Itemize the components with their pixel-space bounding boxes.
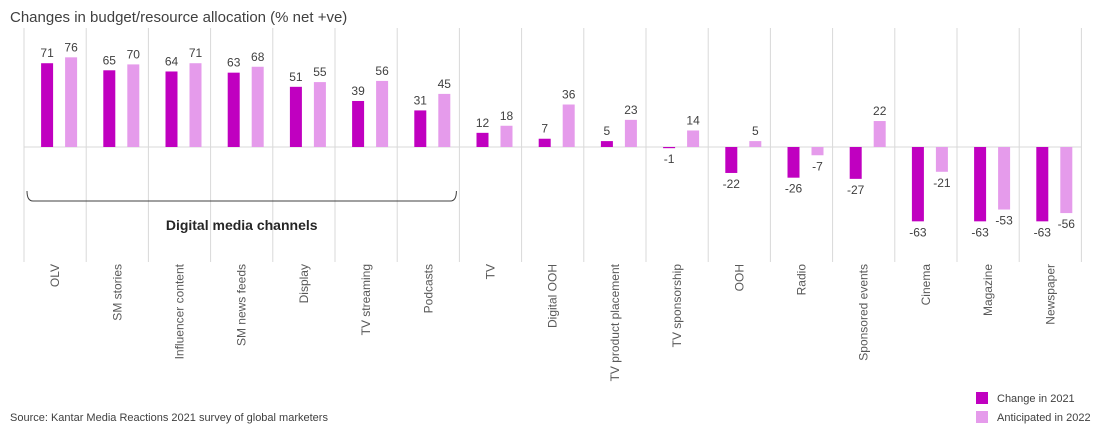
bracket-line xyxy=(26,190,457,202)
bar-podcasts-anticipated-in-2022 xyxy=(438,93,451,147)
bar-sm-news-feeds-anticipated-in-2022 xyxy=(251,66,264,147)
bar-newspaper-anticipated-in-2022 xyxy=(1060,147,1073,214)
bar-tv-anticipated-in-2022 xyxy=(500,125,513,147)
data-label-radio-anticipated-in-2022: -7 xyxy=(812,159,823,173)
category-label-tv: TV xyxy=(484,264,498,279)
bar-sponsored-events-anticipated-in-2022 xyxy=(873,121,886,147)
category-label-digital-ooh: Digital OOH xyxy=(546,264,560,328)
bar-tv-sponsorship-change-in-2021 xyxy=(663,147,676,149)
bar-influencer-content-anticipated-in-2022 xyxy=(189,63,202,147)
legend-label-anticipated-2022: Anticipated in 2022 xyxy=(997,412,1091,424)
data-label-tv-anticipated-in-2022: 18 xyxy=(500,109,514,123)
bar-cinema-anticipated-in-2022 xyxy=(935,147,948,172)
category-label-display: Display xyxy=(297,264,311,303)
data-label-newspaper-change-in-2021: -63 xyxy=(1034,225,1052,239)
data-label-magazine-change-in-2021: -63 xyxy=(971,225,989,239)
data-label-influencer-content-change-in-2021: 64 xyxy=(165,54,179,68)
data-label-cinema-anticipated-in-2022: -21 xyxy=(933,176,951,190)
bar-ooh-change-in-2021 xyxy=(725,147,738,173)
data-label-newspaper-anticipated-in-2022: -56 xyxy=(1058,217,1076,231)
bar-cinema-change-in-2021 xyxy=(911,147,924,222)
bar-magazine-anticipated-in-2022 xyxy=(998,147,1011,210)
bar-tv-sponsorship-anticipated-in-2022 xyxy=(687,130,700,147)
category-label-sm-news-feeds: SM news feeds xyxy=(235,264,249,346)
legend: Change in 2021 Anticipated in 2022 xyxy=(976,392,1091,424)
data-label-podcasts-change-in-2021: 31 xyxy=(414,93,428,107)
bar-tv-product-placement-anticipated-in-2022 xyxy=(624,119,637,147)
bar-podcasts-change-in-2021 xyxy=(414,110,427,147)
data-label-digital-ooh-change-in-2021: 7 xyxy=(541,122,548,136)
data-label-olv-anticipated-in-2022: 76 xyxy=(64,40,78,54)
category-label-tv-sponsorship: TV sponsorship xyxy=(670,264,684,348)
category-label-magazine: Magazine xyxy=(981,264,995,316)
legend-swatch-change-2021 xyxy=(976,392,988,404)
bar-digital-ooh-anticipated-in-2022 xyxy=(562,104,575,147)
bar-sm-stories-anticipated-in-2022 xyxy=(127,64,140,147)
legend-swatch-anticipated-2022 xyxy=(976,411,988,423)
bar-tv-streaming-anticipated-in-2022 xyxy=(376,80,389,147)
data-label-display-change-in-2021: 51 xyxy=(289,70,303,84)
digital-media-bracket: Digital media channels xyxy=(26,190,457,233)
data-label-cinema-change-in-2021: -63 xyxy=(909,225,927,239)
category-label-radio: Radio xyxy=(795,264,809,296)
category-label-influencer-content: Influencer content xyxy=(173,263,187,359)
category-label-sm-stories: SM stories xyxy=(110,264,124,321)
data-label-influencer-content-anticipated-in-2022: 71 xyxy=(189,46,203,60)
bar-digital-ooh-change-in-2021 xyxy=(538,138,551,147)
bar-olv-change-in-2021 xyxy=(41,63,54,147)
data-label-sponsored-events-change-in-2021: -27 xyxy=(847,183,865,197)
category-label-tv-streaming: TV streaming xyxy=(359,264,373,335)
plot-area: 71 76 OLV 65 70 SM stories 64 71 Influencer cont… xyxy=(23,28,1082,381)
bar-olv-anticipated-in-2022 xyxy=(65,57,78,147)
data-label-tv-streaming-anticipated-in-2022: 56 xyxy=(375,64,389,78)
bar-tv-product-placement-change-in-2021 xyxy=(600,141,613,147)
bar-ooh-anticipated-in-2022 xyxy=(749,141,762,147)
group-label: Digital media channels xyxy=(166,217,318,233)
data-label-magazine-anticipated-in-2022: -53 xyxy=(995,214,1013,228)
data-label-olv-change-in-2021: 71 xyxy=(40,46,54,60)
data-label-tv-sponsorship-anticipated-in-2022: 14 xyxy=(686,113,700,127)
bar-sm-stories-change-in-2021 xyxy=(103,70,116,147)
bar-influencer-content-change-in-2021 xyxy=(165,71,178,147)
data-label-sm-stories-change-in-2021: 65 xyxy=(103,53,117,67)
category-label-ooh: OOH xyxy=(732,264,746,291)
data-label-tv-sponsorship-change-in-2021: -1 xyxy=(664,152,675,166)
bar-sponsored-events-change-in-2021 xyxy=(849,147,862,179)
chart-title: Changes in budget/resource allocation (%… xyxy=(10,9,347,26)
data-label-digital-ooh-anticipated-in-2022: 36 xyxy=(562,88,576,102)
data-label-tv-streaming-change-in-2021: 39 xyxy=(351,84,365,98)
source-note: Source: Kantar Media Reactions 2021 surv… xyxy=(10,412,328,424)
category-label-newspaper: Newspaper xyxy=(1043,264,1057,325)
legend-label-change-2021: Change in 2021 xyxy=(997,393,1075,405)
data-label-ooh-anticipated-in-2022: 5 xyxy=(752,124,759,138)
data-label-podcasts-anticipated-in-2022: 45 xyxy=(438,77,452,91)
bar-display-anticipated-in-2022 xyxy=(313,82,326,147)
data-label-sm-stories-anticipated-in-2022: 70 xyxy=(127,47,141,61)
category-label-cinema: Cinema xyxy=(919,264,933,306)
category-label-olv: OLV xyxy=(48,264,62,287)
data-label-ooh-change-in-2021: -22 xyxy=(723,177,741,191)
data-label-tv-change-in-2021: 12 xyxy=(476,116,490,130)
data-label-radio-change-in-2021: -26 xyxy=(785,182,803,196)
data-label-display-anticipated-in-2022: 55 xyxy=(313,65,327,79)
bar-tv-streaming-change-in-2021 xyxy=(352,100,365,147)
data-label-sm-news-feeds-change-in-2021: 63 xyxy=(227,56,241,70)
bar-sm-news-feeds-change-in-2021 xyxy=(227,72,240,147)
category-label-podcasts: Podcasts xyxy=(421,264,435,313)
data-label-sponsored-events-anticipated-in-2022: 22 xyxy=(873,104,887,118)
data-label-tv-product-placement-change-in-2021: 5 xyxy=(604,124,611,138)
bar-tv-change-in-2021 xyxy=(476,132,489,147)
bar-display-change-in-2021 xyxy=(289,86,302,147)
bar-magazine-change-in-2021 xyxy=(974,147,987,222)
bar-newspaper-change-in-2021 xyxy=(1036,147,1049,222)
category-label-sponsored-events: Sponsored events xyxy=(857,264,871,361)
data-label-sm-news-feeds-anticipated-in-2022: 68 xyxy=(251,50,265,64)
data-label-tv-product-placement-anticipated-in-2022: 23 xyxy=(624,103,638,117)
bar-radio-anticipated-in-2022 xyxy=(811,147,824,156)
category-label-tv-product-placement: TV product placement xyxy=(608,263,622,381)
bar-radio-change-in-2021 xyxy=(787,147,800,178)
